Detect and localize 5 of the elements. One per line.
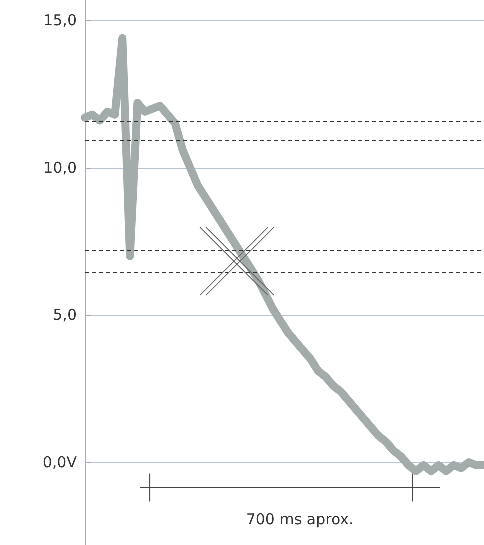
y-tick-label: 5,0 <box>53 306 77 324</box>
annotation: 700 ms aprox. <box>246 510 354 529</box>
y-tick-label: 0,0V <box>42 454 78 472</box>
y-tick-label: 15,0 <box>44 12 77 30</box>
y-tick-label: 10,0 <box>44 158 77 177</box>
